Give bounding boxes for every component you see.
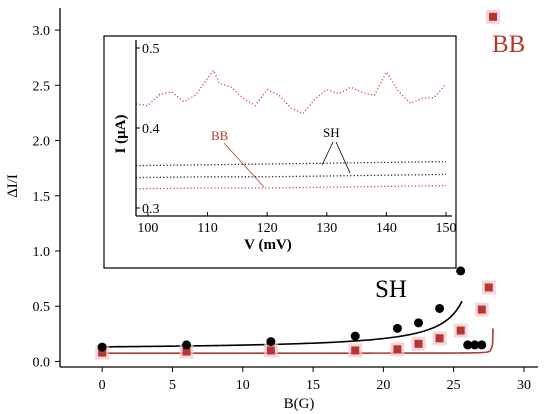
main-x-tick-label: 15 [306,378,320,393]
main-x-axis-label: B(G) [284,396,315,412]
sh-point-extra [477,340,487,350]
main-y-tick-label: 3.0 [33,24,51,39]
fit-curve-bb [102,328,494,354]
main-x-ticks: 0 5 10 15 20 25 30 [99,367,531,393]
main-y-tick-label: 2.5 [33,79,51,94]
sh-point [266,337,276,347]
inset-y-tick-label: 0.4 [142,122,160,137]
sh-point [456,266,466,276]
inset-annotation-bb: BB [211,128,229,143]
inset-pointer-bb [223,142,265,188]
inset-x-ticks: 100 110 120 130 140 150 [137,212,457,236]
main-y-tick-label: 0.0 [33,355,51,370]
bb-point [351,346,360,355]
inset-x-tick-label: 110 [197,221,217,236]
fit-curve-sh [102,300,463,348]
bb-point [266,346,275,355]
inset-series-line-3 [135,173,447,179]
inset-pointer-sh-1 [321,141,334,166]
inset-frame [103,35,457,269]
inset-series [135,69,447,190]
bb-point [393,345,402,354]
inset-x-tick-label: 150 [436,221,457,236]
sh-point-extra [463,340,473,350]
inset-x-axis-label: V (mV) [244,237,292,253]
main-x-tick-label: 10 [236,378,250,393]
main-y-tick-label: 1.0 [33,245,51,260]
bb-point [414,339,423,348]
bb-point [477,305,486,314]
bb-point [182,347,191,356]
bb-point [98,348,107,357]
main-y-tick-label: 2.0 [33,135,51,150]
inset-pointer-sh-2 [335,141,351,174]
inset-y-tick-label: 0.3 [142,202,160,217]
main-y-ticks: 0.0 0.5 1.0 1.5 2.0 2.5 3.0 [33,24,60,370]
inset-x-tick-label: 100 [137,221,158,236]
bb-point [456,326,465,335]
series-label-bb: BB [492,31,525,58]
sh-point [350,331,360,341]
main-x-tick-label: 25 [447,378,461,393]
main-x-tick-label: 30 [517,378,531,393]
series-label-sh: SH [375,276,407,303]
inset-series-line-2 [135,160,447,167]
main-y-tick-label: 1.5 [33,190,51,205]
main-fit-curves [102,300,494,354]
main-x-tick-label: 0 [99,378,106,393]
sh-point [414,318,423,328]
inset-x-tick-label: 140 [376,221,397,236]
sh-point-extra [470,340,480,350]
main-data-points [95,9,501,360]
inset-series-line-1 [135,184,447,190]
inset-y-tick-label: 0.5 [142,42,160,57]
inset-y-ticks: 0.3 0.4 0.5 [136,42,160,217]
inset-x-tick-label: 120 [257,221,278,236]
sh-point [435,303,445,313]
main-x-tick-label: 20 [376,378,390,393]
bb-point [484,283,493,292]
inset-plot: 100 110 120 130 140 150 0.3 0.4 0.5 V (mV) I (μ… [103,35,457,269]
inset-annotation-sh: SH [323,125,340,140]
sh-point [392,323,402,333]
main-plot: 0 5 10 15 20 25 30 0.00.51.01.52.02.53.0 B(G) … [5,8,538,412]
bb-point [489,12,498,21]
inset-y-axis-label: I (μA) [113,115,129,154]
inset-x-tick-label: 130 [316,221,337,236]
main-x-tick-label: 5 [169,378,176,393]
main-y-axis-label: ΔI/I [5,174,21,198]
main-y-tick-label: 0.5 [33,300,51,315]
inset-series-line-0 [135,69,447,115]
bb-point [435,334,444,343]
sh-point [97,342,107,352]
sh-point [182,340,192,350]
